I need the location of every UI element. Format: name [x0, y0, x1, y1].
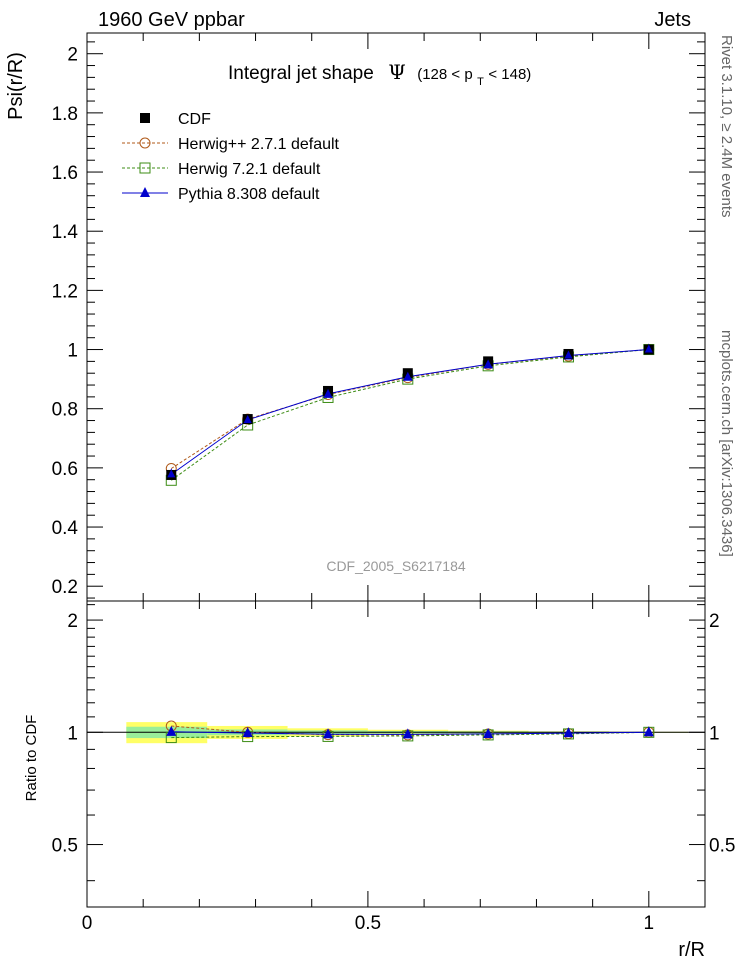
energy-label: 1960 GeV ppbar	[98, 9, 245, 31]
x-tick-label: 0	[82, 913, 93, 934]
y-axis-label: Psi(r/R)	[5, 52, 27, 120]
y-tick-label: 1.4	[52, 222, 79, 243]
pythia-point-overlay	[644, 344, 653, 353]
ratio-point-triangle-filled	[402, 728, 413, 739]
pythia-point-overlay	[167, 469, 176, 478]
pythia-point-overlay	[243, 414, 252, 423]
ratio-point-triangle-filled	[323, 728, 334, 739]
legend-marker	[140, 113, 150, 123]
y-tick-label: 0.8	[52, 400, 78, 421]
ratio-axis-ticks: 0.5 0.5 1 1 2 2 0 0.5 1	[52, 601, 735, 934]
ratio-tick-label-right: 0.5	[709, 836, 735, 857]
main-axis-ticks: 0.2 0.4 0.6 0.8 1 1.2 1.4 1.6 1.8 2	[52, 33, 706, 601]
ratio-tick-label-left: 0.5	[52, 836, 78, 857]
ratio-tick-label-right: 2	[709, 611, 720, 632]
y-tick-label: 0.4	[52, 518, 79, 539]
rivet-version-label: Rivet 3.1.10, ≥ 2.4M events	[718, 35, 735, 218]
pythia-point-overlay	[324, 388, 333, 397]
pythia-point-overlay	[403, 371, 412, 380]
chart-title-range: (128 < p	[417, 66, 472, 83]
chart-title-symbol: Ψ	[388, 60, 406, 84]
legend-entry-label: Herwig 7.2.1 default	[178, 161, 321, 178]
ratio-series	[165, 720, 655, 744]
chart-title-range-end: < 148)	[488, 66, 531, 83]
chart-title-main: Integral jet shape	[228, 63, 374, 84]
pythia-point-overlay	[484, 359, 493, 368]
ratio-point-triangle-filled	[242, 726, 253, 737]
category-label: Jets	[654, 9, 691, 31]
chart-title: Integral jet shape Ψ (128 < p T < 148)	[228, 60, 531, 89]
legend-entry-label: Herwig++ 2.7.1 default	[178, 136, 340, 153]
mcplots-label: mcplots.cern.ch [arXiv:1306.3436]	[718, 330, 735, 557]
ratio-tick-label-right: 1	[709, 723, 720, 744]
legend-entry-label: CDF	[178, 111, 211, 128]
y-tick-label: 1	[67, 341, 78, 362]
y-tick-label: 0.2	[52, 577, 78, 598]
ratio-point-triangle-filled	[166, 725, 177, 736]
ratio-plot-frame	[86, 600, 706, 908]
y-tick-label: 1.8	[52, 104, 78, 125]
legend-marker	[140, 187, 150, 197]
y-tick-label: 1.6	[52, 163, 78, 184]
ratio-point-triangle-filled	[483, 727, 494, 738]
y-tick-label: 1.2	[52, 281, 78, 302]
legend-marker	[139, 162, 151, 174]
legend-marker	[139, 137, 151, 149]
ratio-axis-label: Ratio to CDF	[23, 715, 40, 802]
y-tick-label: 2	[67, 45, 78, 66]
legend: CDF Herwig++ 2.7.1 default Herwig 7.2.1 de…	[122, 111, 340, 203]
ratio-tick-label-left: 1	[67, 723, 78, 744]
x-tick-label: 1	[644, 913, 655, 934]
x-axis-label: r/R	[678, 939, 705, 961]
ratio-tick-label-left: 2	[67, 611, 78, 632]
series-line-circle-open	[171, 349, 649, 469]
pythia-point-overlay	[564, 350, 573, 359]
chart-title-sub: T	[477, 76, 484, 88]
x-tick-label: 0.5	[355, 913, 381, 934]
ratio-point-triangle-filled	[563, 727, 574, 738]
y-tick-label: 0.6	[52, 459, 78, 480]
analysis-watermark: CDF_2005_S6217184	[326, 558, 466, 574]
ratio-point-triangle-filled	[643, 726, 654, 737]
legend-entry-label: Pythia 8.308 default	[178, 186, 320, 203]
main-series	[165, 343, 655, 486]
